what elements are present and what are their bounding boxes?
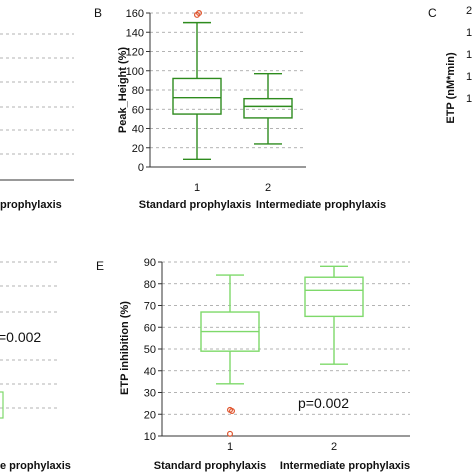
panel-b-y-tick-label-60: 60 [132,104,144,116]
panel-b-category-standard: Standard prophylaxis [139,199,251,211]
panel-e-y-tick-label-70: 70 [144,301,156,313]
panel-a-category-label: prophylaxis [0,199,62,211]
panel-e-y-tick-label-30: 30 [144,388,156,400]
panel-b-box-1-iqr [172,77,222,115]
panel-c-y-axis-label: ETP (nM*min) [445,52,457,124]
panel-e-y-tick-label-90: 90 [144,257,156,269]
panel-e-category-intermediate: Intermediate prophylaxis [280,460,410,472]
panel-e-y-axis-label: ETP inhibition (%) [119,301,131,395]
panel-e-letter: E [96,259,104,273]
panel-e-y-tick-label-20: 20 [144,409,156,421]
panel-c-y-tick-fragment-3: 1 [466,49,472,61]
panel-c-y-tick-fragment-2: 1 [466,27,472,39]
panel-b-x-tick-1: 1 [194,182,200,194]
panel-e-x-tick-2: 2 [331,441,337,453]
panel-b-y-tick-label-40: 40 [132,124,144,136]
panel-b-y-tick-label-160: 160 [126,8,144,20]
panel-e-y-tick-label-10: 10 [144,431,156,443]
panel-e-y-tick-label-50: 50 [144,344,156,356]
panel-e-box-1-outlier-3 [227,430,234,437]
panel-b-y-tick-label-120: 120 [126,47,144,59]
panel-b-y-tick-label-0: 0 [138,162,144,174]
panel-e-y-tick-label-40: 40 [144,366,156,378]
panel-b-y-tick-label-20: 20 [132,143,144,155]
panel-e-box-2-iqr [304,276,364,318]
panel-c-y-tick-fragment-4: 1 [466,71,472,83]
panel-d-category-label: e prophylaxis [0,460,71,472]
panel-d-box-fragment [0,391,4,419]
panel-b-box-2-iqr [243,97,293,119]
panel-b-box-1-outlier-2 [196,10,203,17]
panel-b-x-tick-2: 2 [265,182,271,194]
panel-c-letter: C [428,6,437,20]
panel-d-fragment: =0.002 e prophylaxis [0,261,71,472]
panel-e-pvalue: p=0.002 [298,395,349,411]
panel-e-x-tick-1: 1 [227,441,233,453]
panel-c-y-tick-fragment-5: 1 [466,93,472,105]
panel-d-pvalue: =0.002 [0,329,41,345]
panel-b-category-intermediate: Intermediate prophylaxis [256,199,386,211]
panel-b-letter: B [94,6,102,20]
panel-c-y-tick-fragment-1: 2 [466,5,472,17]
panel-a-fragment: prophylaxis [0,33,74,211]
panel-e-category-standard: Standard prophylaxis [154,460,266,472]
panel-b-y-axis-label: Peak_Height (%) [117,47,129,134]
panel-b-y-tick-label-100: 100 [126,66,144,78]
panel-b-y-tick-label-80: 80 [132,85,144,97]
panel-e-box-1-outlier-2 [229,407,236,414]
panel-e-y-tick-label-80: 80 [144,279,156,291]
panel-e-y-tick-label-60: 60 [144,322,156,334]
panel-b-y-tick-label-140: 140 [126,27,144,39]
panel-c-fragment: C ETP (nM*min) 2 1 1 1 1 [428,5,472,124]
